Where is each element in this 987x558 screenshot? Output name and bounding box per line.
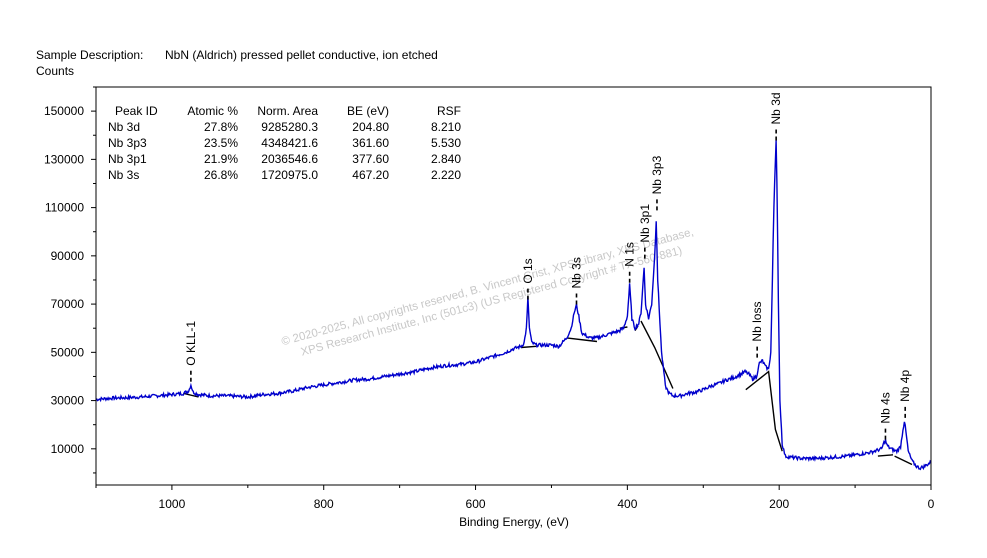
y-tick-label: 50000 bbox=[51, 345, 85, 359]
peak-label: Nb 4p bbox=[898, 370, 912, 402]
table-cell: 27.8% bbox=[204, 120, 238, 134]
peak-label: Nb 3p3 bbox=[650, 155, 664, 194]
y-axis-ticks: 10000 30000 50000 70000 90000 110000 130000 150… bbox=[44, 86, 96, 474]
peak-label: Nb 3s bbox=[570, 257, 584, 288]
y-tick-label: 110000 bbox=[45, 201, 84, 215]
table-header: Atomic % bbox=[187, 104, 238, 118]
y-tick-label: 130000 bbox=[44, 152, 84, 166]
table-cell: 26.8% bbox=[204, 168, 238, 182]
spectrum-series bbox=[95, 140, 932, 471]
table-cell: 377.60 bbox=[352, 152, 389, 166]
table-cell: 9285280.3 bbox=[261, 120, 318, 134]
table-header: BE (eV) bbox=[347, 104, 389, 118]
table-cell: 2.220 bbox=[431, 168, 461, 182]
peak-label: Nb loss bbox=[750, 302, 764, 342]
x-tick-label: 600 bbox=[466, 497, 486, 511]
table-cell: Nb 3p1 bbox=[108, 152, 147, 166]
sample-description-label: Sample Description: bbox=[36, 48, 143, 62]
table-header: RSF bbox=[437, 104, 461, 118]
background-line bbox=[877, 454, 894, 457]
table-header: Peak ID bbox=[115, 104, 158, 118]
table-cell: 2.840 bbox=[431, 152, 461, 166]
x-tick-label: 1000 bbox=[159, 497, 186, 511]
table-cell: Nb 3p3 bbox=[108, 136, 147, 150]
x-tick-label: 0 bbox=[928, 497, 935, 511]
table-cell: 1720975.0 bbox=[261, 168, 318, 182]
table-cell: 4348421.6 bbox=[261, 136, 318, 150]
table-cell: 5.530 bbox=[431, 136, 461, 150]
y-tick-label: 90000 bbox=[51, 249, 85, 263]
background-line bbox=[640, 320, 674, 389]
background-line bbox=[521, 345, 537, 349]
table-cell: 361.60 bbox=[352, 136, 389, 150]
y-tick-label: 10000 bbox=[51, 442, 85, 456]
table-cell: 2036546.6 bbox=[261, 152, 318, 166]
x-tick-label: 200 bbox=[769, 497, 789, 511]
spectrum-line bbox=[95, 140, 932, 471]
x-axis-label: Binding Energy, (eV) bbox=[459, 515, 569, 529]
x-axis-ticks: 1000 800 600 400 200 0 bbox=[95, 485, 935, 511]
peak-label: Nb 3d bbox=[769, 92, 783, 124]
y-tick-label: 30000 bbox=[51, 394, 85, 408]
table-cell: 204.80 bbox=[352, 120, 389, 134]
background-line bbox=[894, 455, 913, 466]
peak-label: Nb 4s bbox=[878, 392, 892, 423]
sample-description-value: NbN (Aldrich) pressed pellet conductive,… bbox=[165, 48, 438, 62]
table-cell: Nb 3d bbox=[108, 120, 140, 134]
x-tick-label: 400 bbox=[617, 497, 637, 511]
table-cell: 467.20 bbox=[352, 168, 389, 182]
peak-label: O 1s bbox=[521, 258, 535, 283]
y-axis-label: Counts bbox=[36, 64, 74, 78]
table-header: Norm. Area bbox=[257, 104, 318, 118]
table-cell: 23.5% bbox=[204, 136, 238, 150]
peak-table: Peak ID Atomic % Norm. Area BE (eV) RSF Nb 3d… bbox=[108, 104, 461, 182]
peak-label: O KLL-1 bbox=[184, 321, 198, 366]
y-tick-label: 70000 bbox=[51, 297, 85, 311]
y-tick-label: 150000 bbox=[44, 104, 84, 118]
peak-label: N 1s bbox=[623, 242, 637, 267]
x-tick-label: 800 bbox=[314, 497, 334, 511]
table-cell: Nb 3s bbox=[108, 168, 139, 182]
plot-frame bbox=[95, 86, 932, 486]
background-line bbox=[745, 370, 783, 452]
background-line bbox=[566, 337, 598, 343]
table-cell: 8.210 bbox=[431, 120, 461, 134]
table-cell: 21.9% bbox=[204, 152, 238, 166]
peak-label: Nb 3p1 bbox=[638, 204, 652, 243]
